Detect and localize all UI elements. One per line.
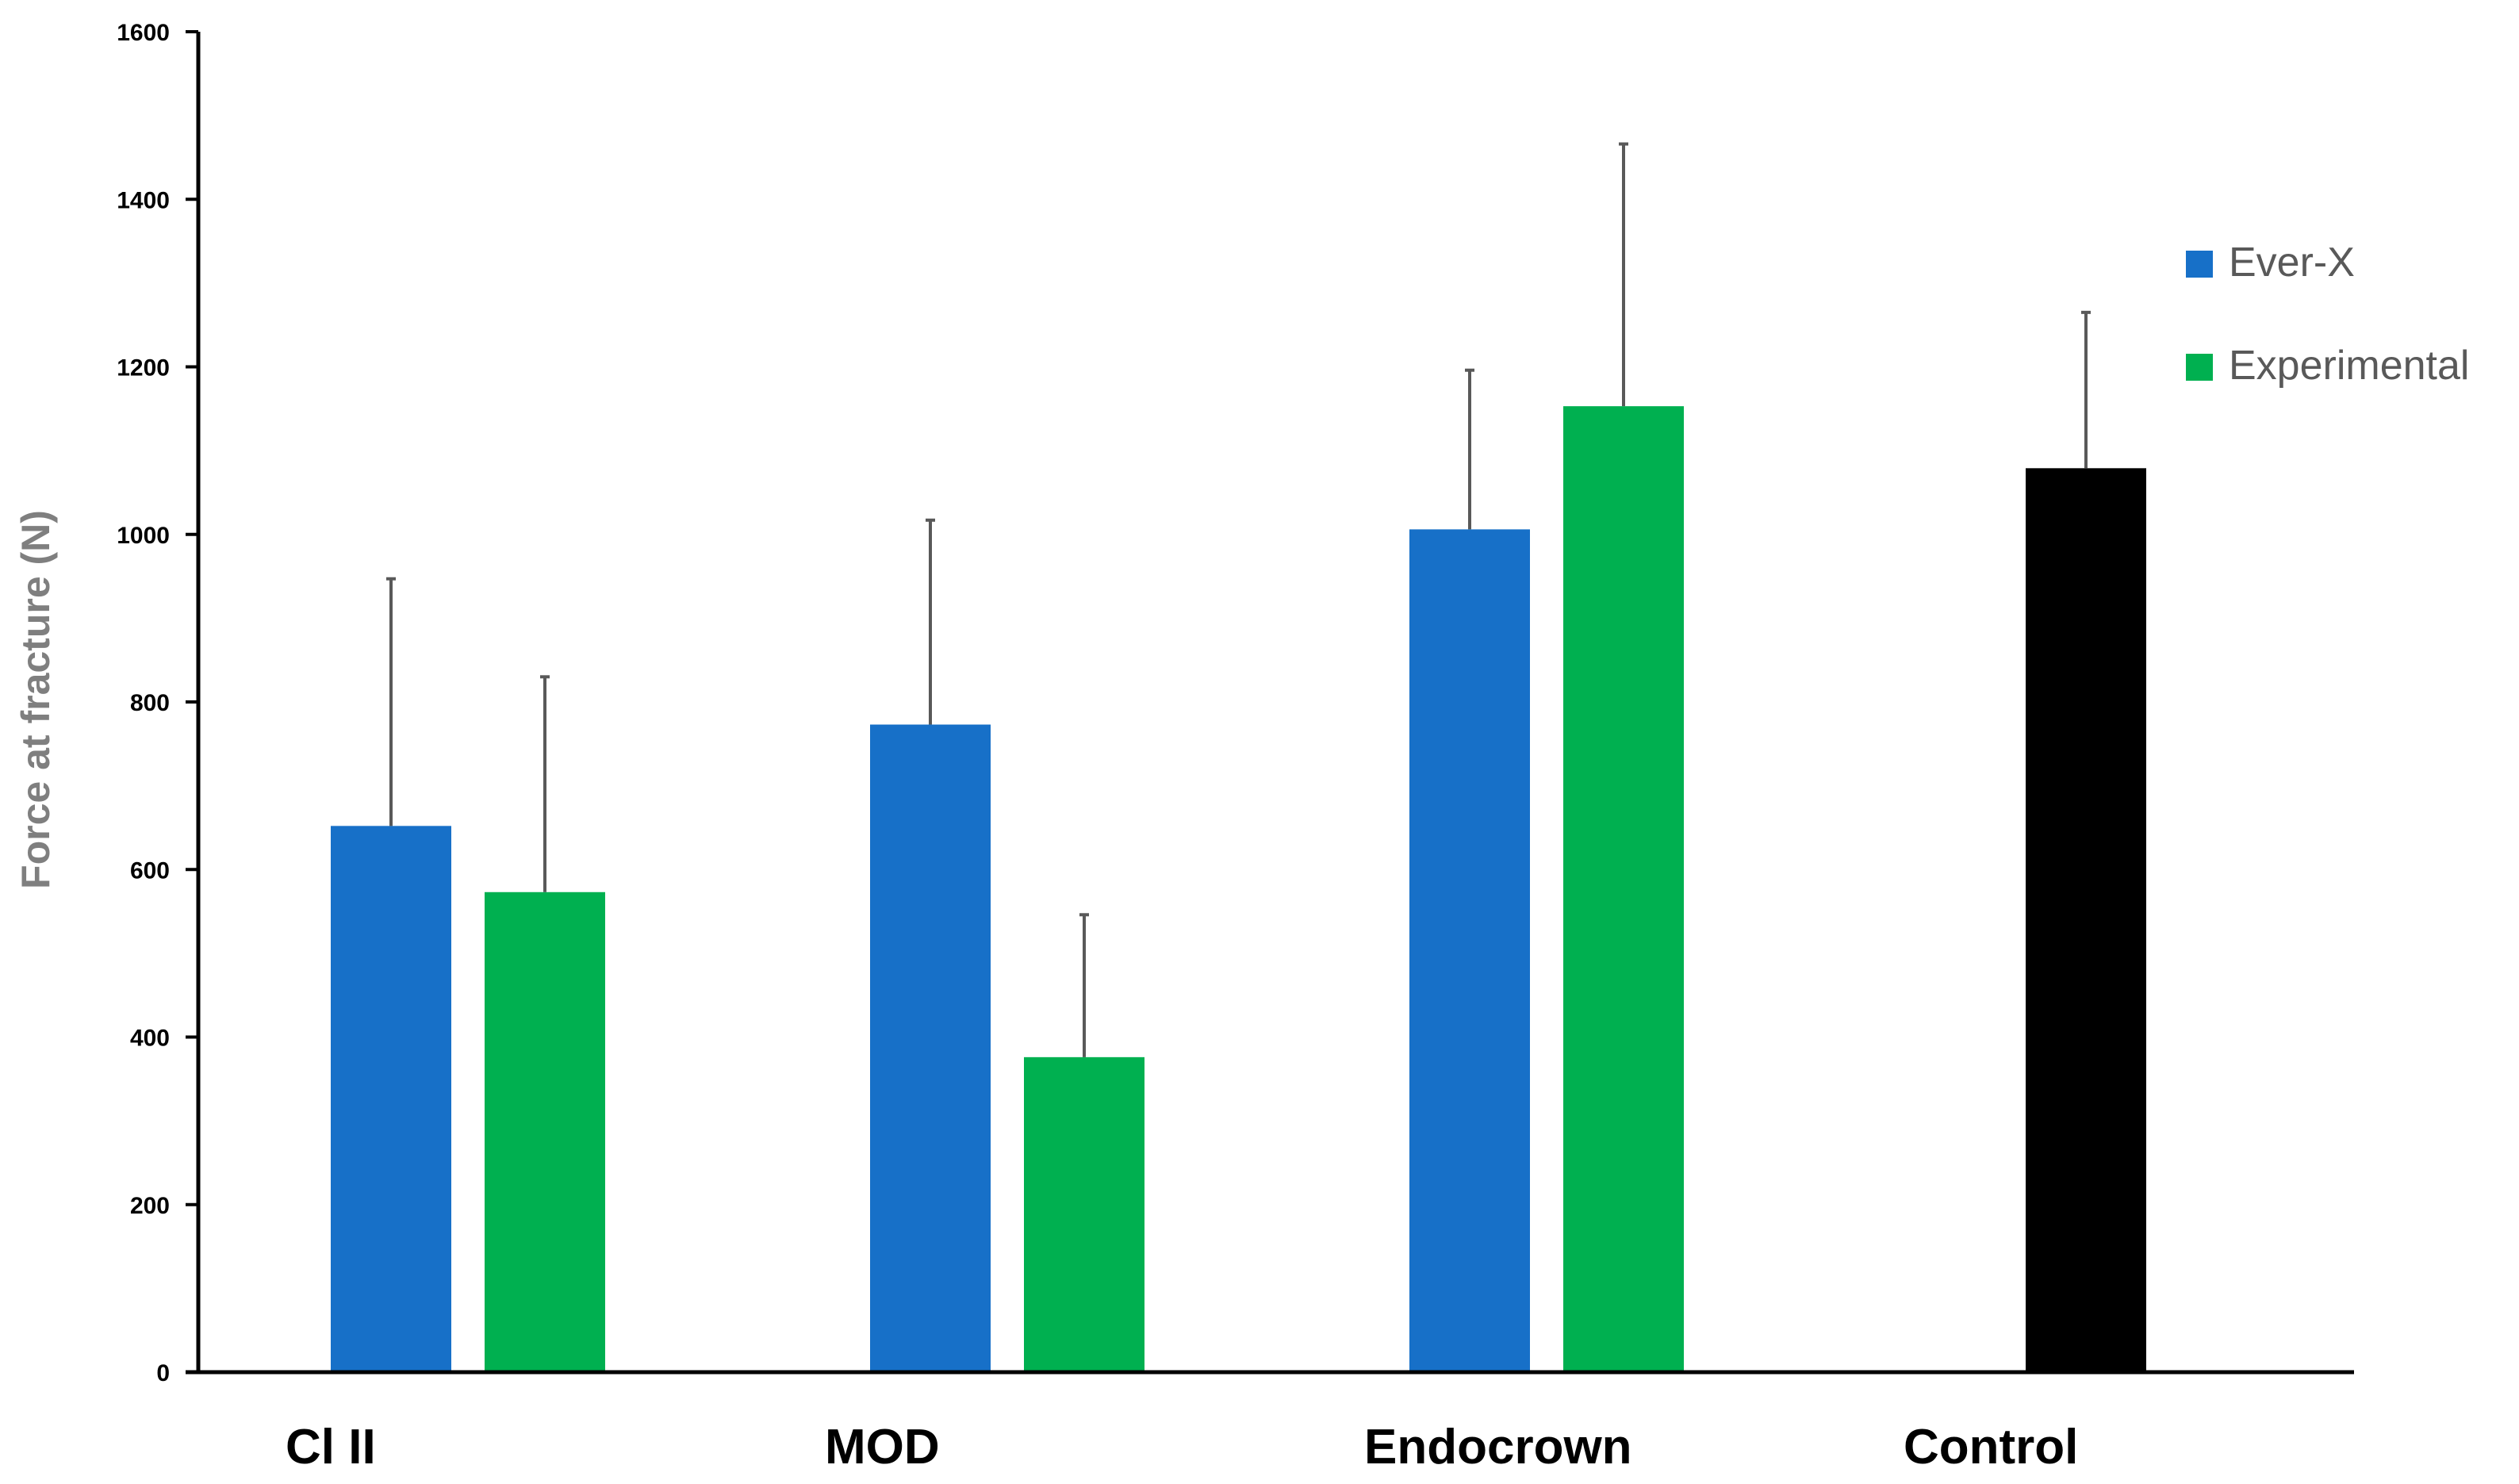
- bar-ever-x-1: [870, 724, 991, 1372]
- error-bars: [386, 142, 2091, 1057]
- y-tick-label: 0: [156, 1360, 170, 1386]
- bar-experimental-2: [1563, 406, 1684, 1372]
- bar-control: [2026, 468, 2146, 1372]
- category-label-0: Cl II: [286, 1420, 376, 1474]
- legend-label-0: Ever-X: [2229, 240, 2355, 286]
- y-tick-label: 1600: [117, 20, 170, 46]
- y-ticks: 0 200 400 600 800 1000 1200 1400 1600: [117, 20, 198, 1386]
- category-label-1: MOD: [825, 1420, 940, 1474]
- legend-swatch-1: [2186, 354, 2213, 381]
- legend-label-1: Experimental: [2229, 343, 2469, 389]
- y-tick-label: 200: [130, 1193, 170, 1219]
- y-tick-label: 1400: [117, 187, 170, 213]
- y-axis-title: Force at fracture (N): [13, 510, 58, 889]
- category-label-2: Endocrown: [1364, 1420, 1632, 1474]
- bar-experimental-1: [1024, 1056, 1144, 1372]
- bar-ever-x-2: [1409, 529, 1530, 1372]
- y-tick-label: 400: [130, 1026, 170, 1052]
- y-tick-label: 1200: [117, 355, 170, 382]
- category-labels: Cl II MOD Endocrown Control: [286, 1420, 2078, 1474]
- category-label-3: Control: [1904, 1420, 2078, 1474]
- bars: [331, 406, 2146, 1372]
- y-tick-label: 800: [130, 690, 170, 716]
- axes: [186, 32, 2354, 1375]
- bar-experimental-0: [485, 892, 605, 1372]
- legend-swatch-0: [2186, 251, 2213, 278]
- y-tick-label: 1000: [117, 523, 170, 549]
- y-tick-label: 600: [130, 857, 170, 884]
- bar-ever-x-0: [331, 826, 451, 1372]
- legend: Ever-X Experimental: [2186, 240, 2469, 389]
